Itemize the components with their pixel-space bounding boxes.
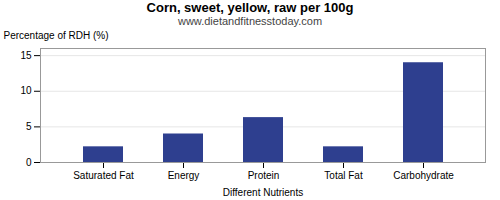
- svg-text:0: 0: [26, 157, 32, 168]
- svg-text:15: 15: [20, 50, 32, 61]
- svg-text:Energy: Energy: [168, 170, 200, 181]
- svg-text:Protein: Protein: [248, 170, 280, 181]
- svg-text:Percentage of RDH (%): Percentage of RDH (%): [4, 30, 109, 41]
- svg-text:Total Fat: Total Fat: [324, 170, 363, 181]
- svg-text:5: 5: [26, 121, 32, 132]
- svg-text:Saturated Fat: Saturated Fat: [73, 170, 134, 181]
- html-text:Corn, sweet, yellow, raw per 1: Corn, sweet, yellow, raw per 100g: [146, 0, 354, 15]
- html-text:www.dietandfitnesstoday.com: www.dietandfitnesstoday.com: [178, 15, 322, 27]
- svg-text:Carbohydrate: Carbohydrate: [393, 170, 454, 181]
- svg-text:10: 10: [20, 85, 32, 96]
- svg-text:Different Nutrients: Different Nutrients: [223, 187, 303, 198]
